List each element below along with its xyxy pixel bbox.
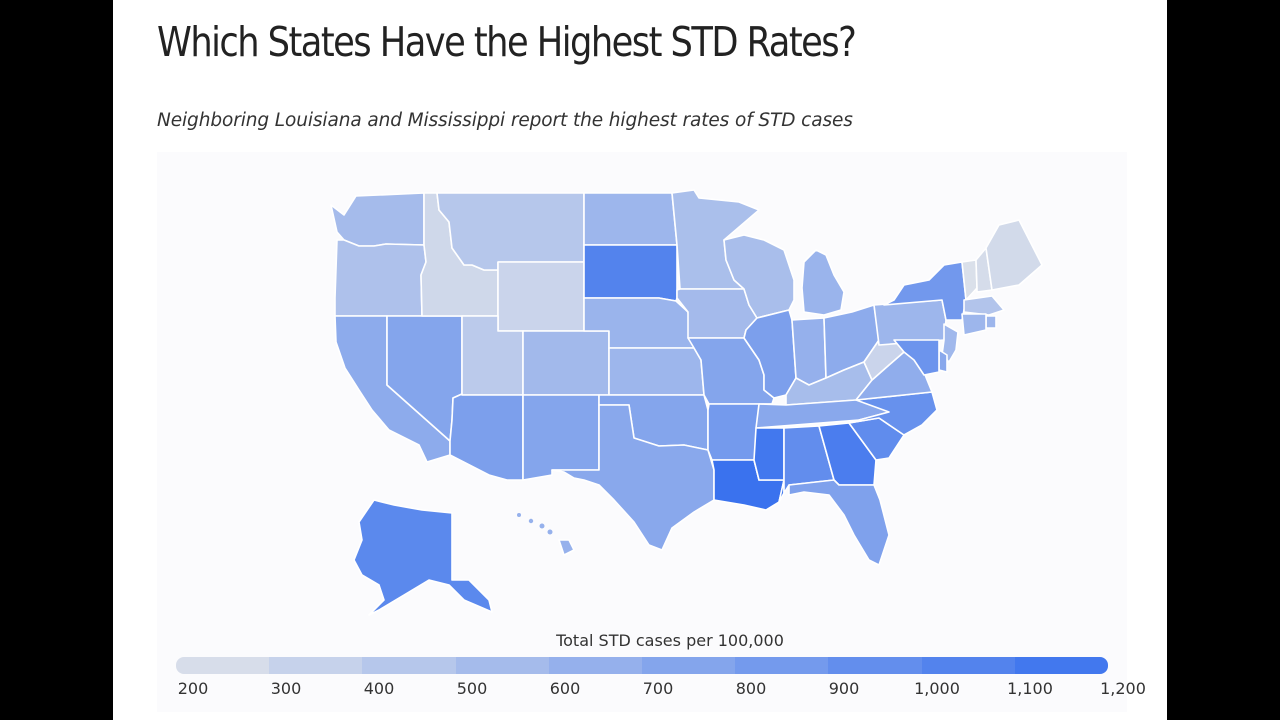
legend-tick-label: 900 <box>828 679 860 698</box>
legend-segment <box>1014 657 1109 674</box>
legend-tick-label: 600 <box>549 679 581 698</box>
state-nh[interactable] <box>975 247 993 293</box>
state-tx[interactable] <box>551 404 715 551</box>
state-il[interactable] <box>743 309 797 399</box>
state-in[interactable] <box>791 317 827 386</box>
legend-title: Total STD cases per 100,000 <box>556 631 784 650</box>
legend-color-bar <box>176 657 1109 674</box>
state-ct[interactable] <box>961 313 987 336</box>
legend-segment <box>642 657 736 674</box>
state-ri[interactable] <box>985 315 997 329</box>
state-ia[interactable] <box>676 288 758 339</box>
state-az[interactable] <box>449 393 524 481</box>
legend-tick-label: 800 <box>735 679 767 698</box>
state-nj[interactable] <box>941 323 959 363</box>
legend-tick-label: 300 <box>270 679 302 698</box>
legend-segment <box>269 657 363 674</box>
state-hi[interactable] <box>558 539 575 556</box>
state-me[interactable] <box>985 219 1043 291</box>
state-fl[interactable] <box>788 479 890 566</box>
legend-segment <box>362 657 457 674</box>
legend-tick-label: 1,000 <box>914 679 960 698</box>
state-ma[interactable] <box>963 295 1005 316</box>
legend-tick-label: 200 <box>177 679 209 698</box>
legend-tick-label: 400 <box>363 679 395 698</box>
state-nm[interactable] <box>522 394 600 481</box>
state-pa[interactable] <box>873 299 947 346</box>
page-subtitle: Neighboring Louisiana and Mississippi re… <box>157 110 853 131</box>
state-nd[interactable] <box>583 192 678 246</box>
state-wy[interactable] <box>497 261 585 332</box>
hawaii-island <box>539 523 545 529</box>
state-ks[interactable] <box>608 347 705 396</box>
legend-segment <box>828 657 923 674</box>
hawaii-island <box>517 513 521 517</box>
map-container <box>157 152 1127 712</box>
legend-tick-label: 1,100 <box>1007 679 1053 698</box>
legend-tick-label: 700 <box>642 679 674 698</box>
state-sd[interactable] <box>583 244 678 302</box>
legend-tick-label: 1,200 <box>1100 679 1146 698</box>
state-or[interactable] <box>334 239 427 317</box>
legend-segment <box>548 657 643 674</box>
hawaii-island <box>528 518 534 524</box>
legend-segment <box>176 657 270 674</box>
state-co[interactable] <box>522 330 610 396</box>
state-ak[interactable] <box>353 499 493 616</box>
legend-segment <box>921 657 1016 674</box>
legend-tick-label: 500 <box>456 679 488 698</box>
article-page: Which States Have the Highest STD Rates?… <box>113 0 1167 720</box>
page-title: Which States Have the Highest STD Rates? <box>157 18 857 66</box>
state-nc[interactable] <box>848 391 938 436</box>
state-wa[interactable] <box>330 192 425 247</box>
state-md[interactable] <box>893 339 940 376</box>
us-choropleth-map <box>330 189 1043 616</box>
state-mi[interactable] <box>801 249 845 316</box>
legend-segment <box>735 657 829 674</box>
hawaii-island <box>547 529 553 535</box>
legend-segment <box>455 657 550 674</box>
state-mt[interactable] <box>436 192 585 271</box>
